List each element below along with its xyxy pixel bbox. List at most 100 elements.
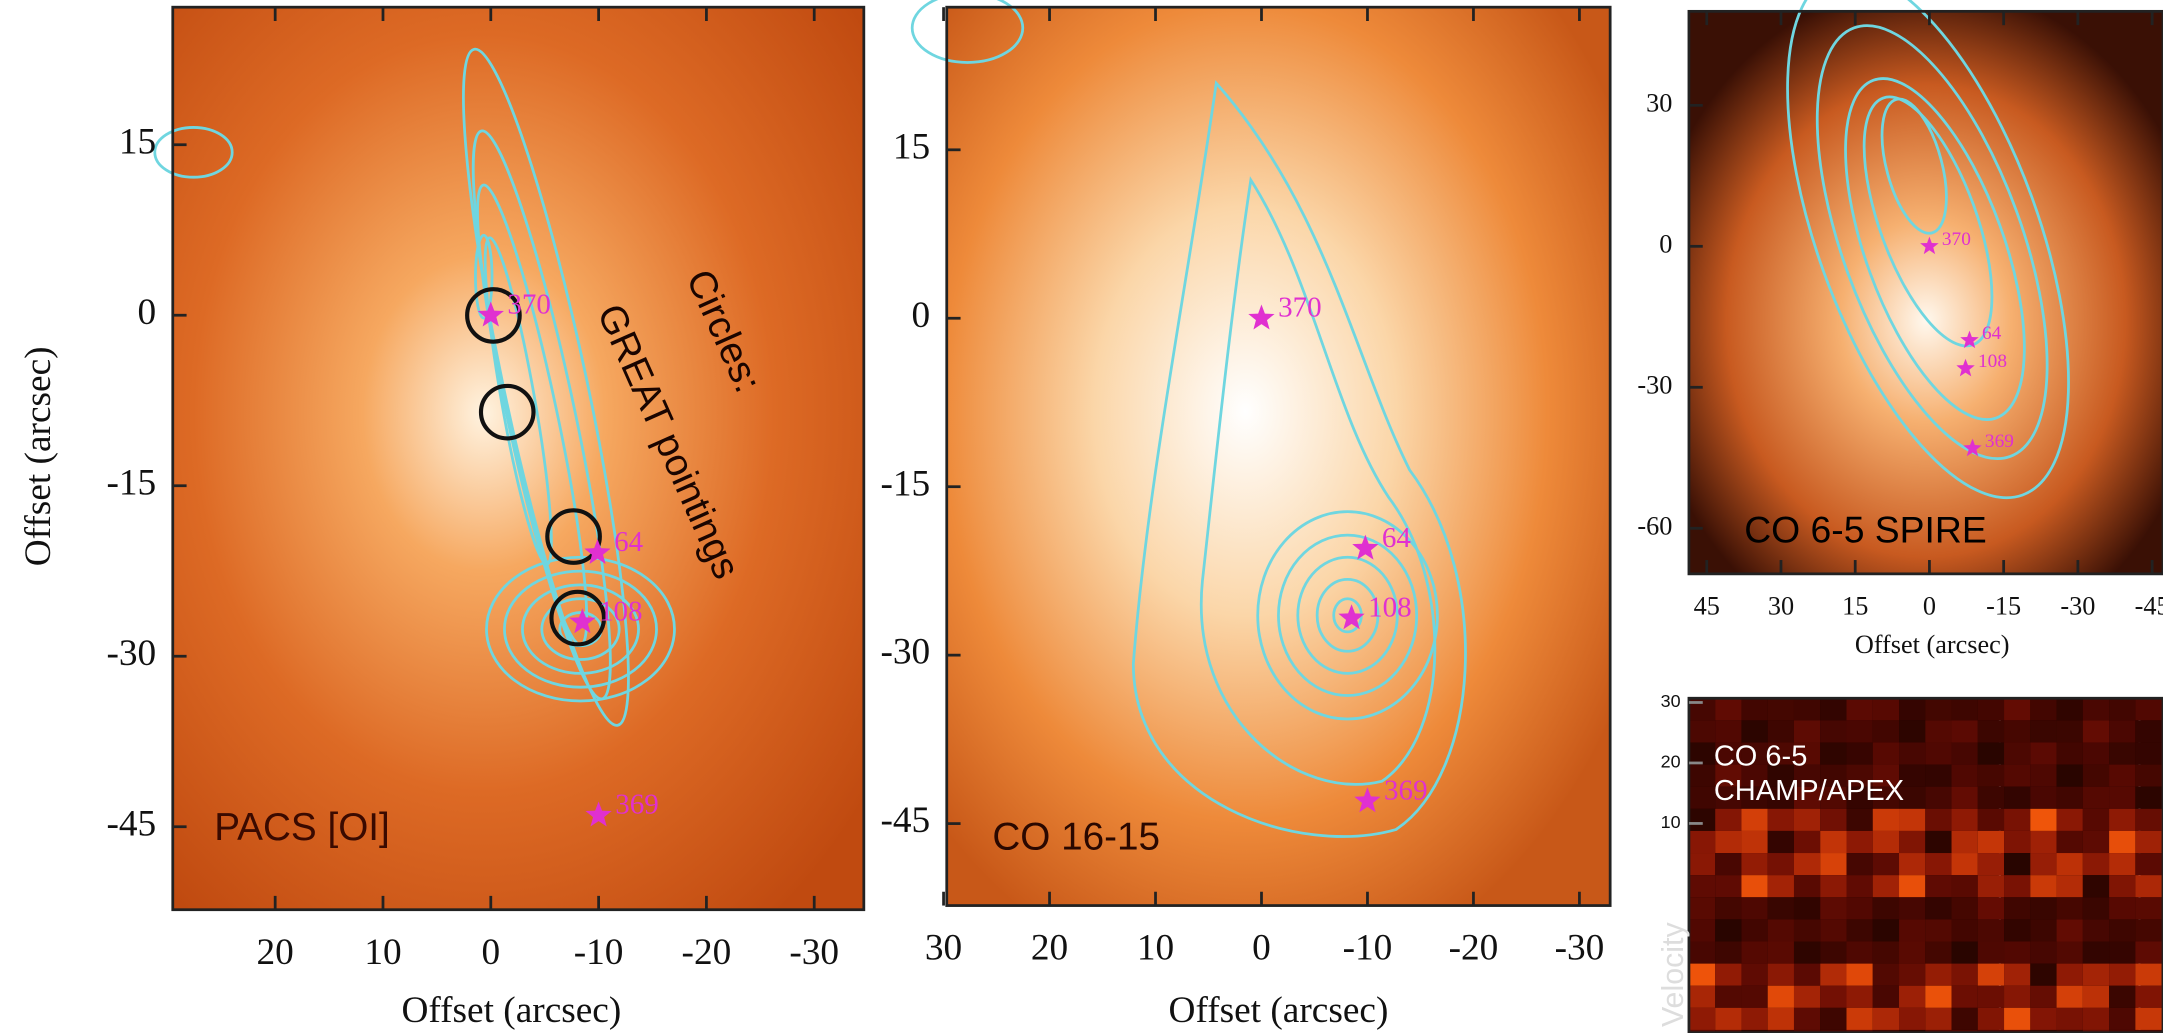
heat-cell bbox=[1977, 853, 2005, 876]
heat-cell bbox=[1741, 764, 1768, 787]
heat-cell bbox=[1846, 853, 1873, 876]
star-marker bbox=[1338, 604, 1365, 630]
heat-cell bbox=[1793, 764, 1821, 787]
heat-cell bbox=[2082, 764, 2110, 787]
heat-cell bbox=[1715, 764, 1742, 787]
heat-cell bbox=[2056, 786, 2083, 809]
heat-cell bbox=[1715, 919, 1742, 942]
heat-cell bbox=[1951, 853, 1978, 876]
heat-cell bbox=[1767, 875, 1794, 898]
y-tick-label: -45 bbox=[880, 800, 930, 841]
heat-cell bbox=[2109, 830, 2136, 854]
heat-cell bbox=[1793, 720, 1821, 743]
heat-cell bbox=[1899, 897, 1926, 920]
heat-cell bbox=[1741, 853, 1768, 876]
heat-cell bbox=[1951, 919, 1978, 942]
heat-cell bbox=[1767, 742, 1794, 765]
heat-cell bbox=[2056, 720, 2083, 743]
heat-cell bbox=[2082, 941, 2110, 964]
heat-cell bbox=[1951, 985, 1978, 1008]
heat-cell bbox=[1899, 808, 1926, 831]
heat-cell bbox=[2030, 698, 2057, 721]
heat-cell bbox=[1846, 875, 1873, 898]
heat-cell bbox=[2056, 919, 2083, 942]
heat-cell bbox=[2082, 742, 2110, 765]
heat-cell bbox=[2082, 853, 2110, 876]
y-axis-label: Offset (arcsec) bbox=[18, 346, 59, 566]
heat-cell bbox=[1793, 786, 1821, 809]
heat-cell bbox=[2056, 698, 2083, 721]
heat-cell bbox=[2082, 808, 2110, 831]
heat-cell bbox=[1846, 720, 1873, 743]
heat-cell bbox=[1715, 897, 1742, 920]
heat-cell bbox=[1741, 698, 1768, 721]
heat-cell bbox=[1820, 786, 1847, 809]
heat-cell bbox=[1820, 764, 1847, 787]
point-label: 369 bbox=[1384, 774, 1428, 806]
heat-cell bbox=[1688, 963, 1716, 986]
heat-cell bbox=[1846, 808, 1873, 831]
heat-cell bbox=[1977, 698, 2005, 721]
heat-cell bbox=[1741, 720, 1768, 743]
point-label: 108 bbox=[599, 595, 643, 627]
heat-cell bbox=[1688, 764, 1716, 787]
heat-cell bbox=[2109, 742, 2136, 765]
point-label: 369 bbox=[615, 789, 659, 821]
heat-cell bbox=[1872, 698, 1900, 721]
heat-cell bbox=[1715, 1007, 1742, 1030]
heat-cell bbox=[1951, 1007, 1978, 1030]
pointing-circles bbox=[465, 287, 607, 647]
heat-cell bbox=[2135, 897, 2162, 920]
heat-cell bbox=[2004, 1007, 2031, 1030]
heat-cell bbox=[1741, 786, 1768, 809]
y-tick-label: -30 bbox=[1637, 370, 1672, 399]
panel-label: PACS [OI] bbox=[214, 806, 390, 849]
heat-cell bbox=[1688, 742, 1716, 765]
heat-cell bbox=[2030, 919, 2057, 942]
heat-cell bbox=[1899, 875, 1926, 898]
heat-cell bbox=[1951, 698, 1978, 721]
x-tick-label: -15 bbox=[1986, 591, 2021, 620]
heat-cell bbox=[1899, 1007, 1926, 1030]
map-background bbox=[946, 7, 1611, 906]
heat-cell bbox=[1899, 698, 1926, 721]
heat-cell bbox=[2109, 897, 2136, 920]
heat-cell bbox=[1793, 941, 1821, 964]
heat-cell bbox=[2082, 720, 2110, 743]
heat-cell bbox=[1899, 985, 1926, 1008]
heat-cell bbox=[1846, 830, 1873, 854]
y-tick-label: -60 bbox=[1637, 511, 1672, 540]
heat-cell bbox=[1846, 941, 1873, 964]
heat-cell bbox=[2056, 742, 2083, 765]
heat-cell bbox=[2082, 830, 2110, 854]
heat-cell bbox=[1793, 963, 1821, 986]
heat-cell bbox=[2109, 985, 2136, 1008]
heat-cell bbox=[1951, 808, 1978, 831]
heat-cell bbox=[1820, 698, 1847, 721]
heat-cell bbox=[2135, 742, 2162, 765]
y-tick-label: -30 bbox=[880, 632, 930, 673]
x-tick-label: -30 bbox=[2060, 591, 2095, 620]
star-marker bbox=[1920, 236, 1939, 255]
heat-cell bbox=[2135, 963, 2162, 986]
x-tick-label: 0 bbox=[481, 932, 500, 973]
heat-cell bbox=[1688, 875, 1716, 898]
heat-cell bbox=[1715, 786, 1742, 809]
heat-cell bbox=[1846, 897, 1873, 920]
heat-cell bbox=[1793, 1007, 1821, 1030]
heat-cell bbox=[2082, 919, 2110, 942]
heat-cell bbox=[1899, 941, 1926, 964]
x-tick-label: 20 bbox=[257, 932, 294, 973]
heat-cell bbox=[1899, 963, 1926, 986]
heat-cell bbox=[2004, 742, 2031, 765]
heat-cell bbox=[1899, 786, 1926, 809]
heat-cell bbox=[2135, 808, 2162, 831]
heat-cell bbox=[2109, 853, 2136, 876]
heat-cell bbox=[1925, 875, 1952, 898]
heat-cell bbox=[2135, 786, 2162, 809]
heat-cell bbox=[2135, 919, 2162, 942]
heat-cell bbox=[1820, 720, 1847, 743]
heat-cell bbox=[1951, 897, 1978, 920]
y-tick-label: 20 bbox=[1661, 752, 1681, 772]
heat-cell bbox=[2082, 875, 2110, 898]
